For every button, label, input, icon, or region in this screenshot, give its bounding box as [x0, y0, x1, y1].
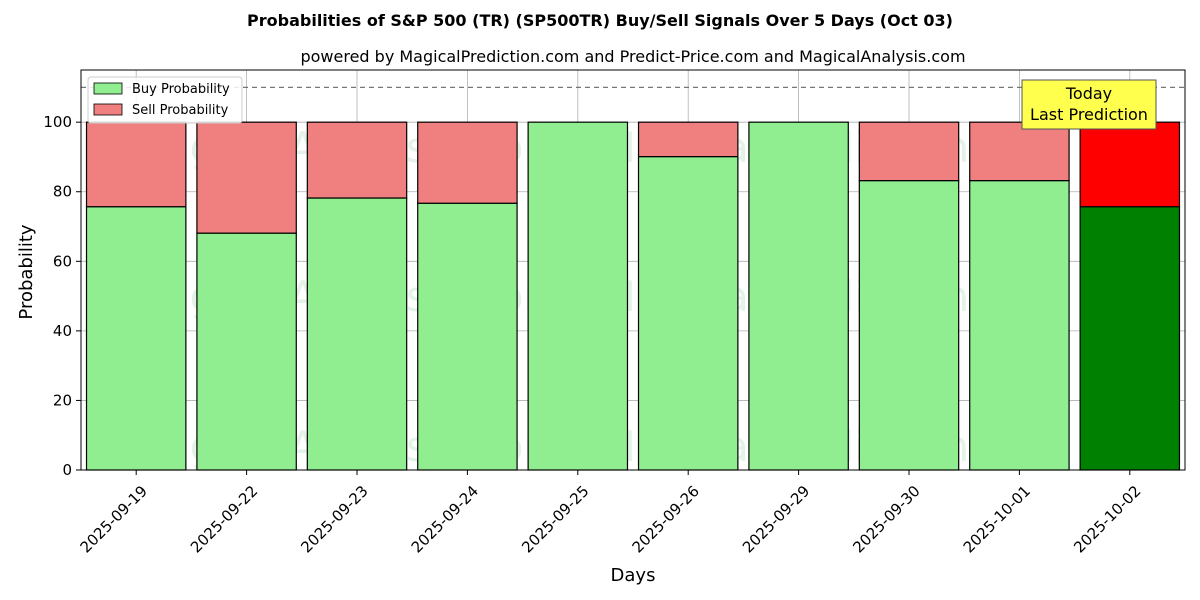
y-tick-label: 100 [43, 113, 72, 131]
buy-bar [306, 197, 408, 471]
buy-bar [417, 202, 518, 471]
y-tick-label: 40 [53, 322, 72, 340]
buy-bar [748, 121, 849, 471]
legend-buy-swatch [93, 82, 123, 95]
legend: Buy Probability Sell Probability [87, 76, 243, 124]
buy-bar [527, 121, 629, 471]
x-tick-label: 2025-10-01 [960, 482, 1034, 556]
y-tick-label: 20 [53, 391, 72, 409]
buy-bar [858, 180, 960, 471]
x-tick-label: 2025-09-24 [408, 482, 482, 556]
x-axis-label: Days [611, 565, 656, 586]
y-tick-label: 60 [53, 252, 72, 270]
buy-bar [196, 232, 297, 471]
legend-sell-label: Sell Probability [132, 103, 229, 118]
annotation-box [1021, 79, 1157, 130]
x-tick-label: 2025-09-23 [297, 482, 371, 556]
annotation-line-1: Today [1065, 84, 1112, 103]
x-tick-label: 2025-10-02 [1070, 482, 1144, 556]
sell-bar [1079, 121, 1181, 208]
x-tick-label: 2025-09-30 [849, 482, 923, 556]
legend-buy-label: Buy Probability [132, 82, 230, 97]
sell-bar [196, 121, 297, 234]
x-tick-label: 2025-09-22 [187, 482, 261, 556]
buy-bar [969, 180, 1070, 471]
legend-sell-swatch [93, 103, 123, 116]
buy-bar [637, 156, 739, 471]
sell-bar [858, 121, 960, 182]
y-tick-label: 80 [53, 183, 72, 201]
sell-bar [417, 121, 518, 204]
x-tick-label: 2025-09-19 [77, 482, 151, 556]
bars [85, 121, 1181, 471]
x-tick-label: 2025-09-26 [629, 482, 703, 556]
x-tick-label: 2025-09-29 [739, 482, 813, 556]
x-tick-label: 2025-09-25 [518, 482, 592, 556]
sell-bar [85, 121, 187, 208]
chart-title: Probabilities of S&P 500 (TR) (SP500TR) … [247, 11, 953, 30]
buy-bar [1079, 206, 1181, 471]
sell-bar [637, 121, 739, 158]
today-annotation: Today Last Prediction [1021, 79, 1157, 130]
legend-box [87, 76, 243, 124]
buy-bar [85, 206, 187, 471]
annotation-line-2: Last Prediction [1030, 105, 1148, 124]
sell-bar [306, 121, 408, 199]
sell-bar [969, 121, 1070, 182]
y-axis-label: Probability [16, 224, 37, 319]
plot-frame [80, 69, 1186, 471]
chart-subtitle: powered by MagicalPrediction.com and Pre… [300, 47, 965, 66]
y-tick-label: 0 [62, 461, 72, 479]
